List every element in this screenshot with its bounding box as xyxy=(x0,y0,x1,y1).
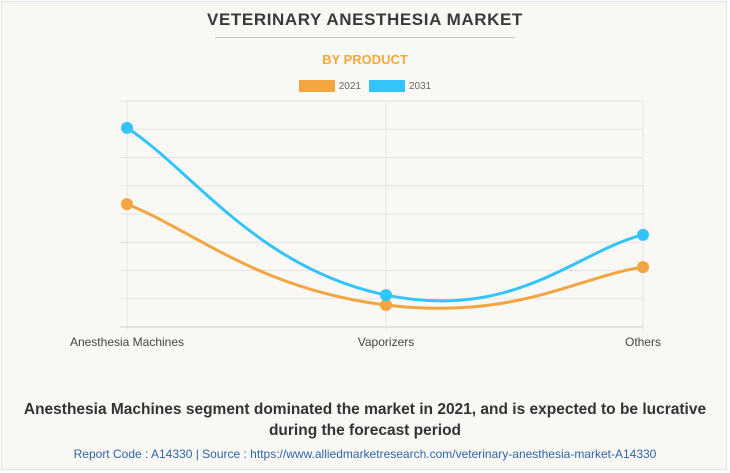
data-point-2031 xyxy=(121,121,133,134)
source-line[interactable]: Report Code : A14330 | Source : https://… xyxy=(73,447,657,461)
legend-item-2021[interactable]: 2021 xyxy=(298,80,361,92)
legend-label-2031: 2031 xyxy=(409,80,432,92)
chart-subtitle: BY PRODUCT xyxy=(322,52,408,67)
data-point-2031 xyxy=(637,228,649,241)
legend-label-2021: 2021 xyxy=(338,80,361,92)
line-chart: Anesthesia Machines Vaporizers Others xyxy=(70,100,661,349)
legend-item-2031[interactable]: 2031 xyxy=(369,80,431,92)
title-divider xyxy=(215,37,515,38)
chart-legend: 2021 2031 xyxy=(0,80,730,92)
chart-caption: Anesthesia Machines segment dominated th… xyxy=(23,401,707,439)
data-point-2021 xyxy=(380,298,392,311)
x-tick-label: Others xyxy=(625,335,661,349)
data-point-2021 xyxy=(121,198,133,211)
data-point-2021 xyxy=(637,261,649,274)
legend-swatch-2031 xyxy=(369,80,405,92)
data-point-2031 xyxy=(380,289,392,302)
chart-title: VETERINARY ANESTHESIA MARKET xyxy=(207,10,523,29)
x-tick-label: Anesthesia Machines xyxy=(70,335,184,349)
x-tick-label: Vaporizers xyxy=(358,335,414,349)
legend-swatch-2021 xyxy=(298,80,335,92)
